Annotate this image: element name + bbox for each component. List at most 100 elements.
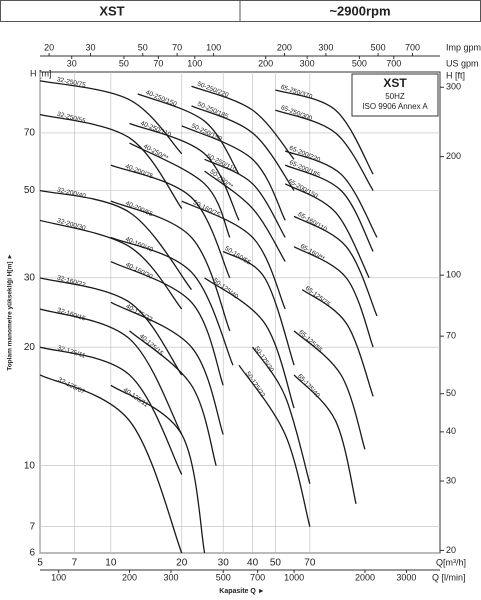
pump-curve — [293, 330, 366, 450]
pump-curve — [301, 289, 374, 397]
legend-box — [351, 73, 439, 117]
x-tick-label: 40 — [247, 558, 259, 569]
x-tick-label: 20 — [176, 558, 188, 569]
lmin-tick-label: 3000 — [396, 572, 416, 582]
legend-title: XST — [383, 76, 407, 90]
curve-label: 40-250/110 — [139, 120, 172, 139]
pump-curve — [129, 330, 217, 466]
curve-label: 40-250/** — [142, 143, 170, 162]
pump-curve — [110, 301, 224, 435]
pump-curve — [39, 113, 183, 209]
pump-curve — [110, 164, 231, 279]
us-tick-label: 50 — [119, 58, 129, 68]
pump-curve — [129, 142, 231, 238]
us-tick-label: 300 — [300, 58, 315, 68]
curve-label: 40-125/22 — [124, 303, 153, 324]
pump-curve — [204, 158, 286, 238]
y2-tick-label: 100 — [446, 270, 461, 280]
pump-curve — [191, 85, 295, 160]
us-tick-label: 70 — [153, 58, 163, 68]
y2-axis-label: H [ft] — [446, 70, 465, 80]
lmin-tick-label: 2000 — [355, 572, 375, 582]
imp-tick-label: 200 — [277, 42, 292, 52]
legend-frequency: 50HZ — [385, 92, 405, 101]
curve-label: 40-200/75 — [124, 163, 154, 181]
lmin-tick-label: 200 — [122, 572, 137, 582]
pump-curve — [252, 346, 311, 484]
y-tick-label: 30 — [24, 272, 36, 283]
curve-label: 50-250/185 — [196, 101, 229, 121]
curve-label: 50-160/55 — [223, 245, 252, 267]
pump-curve — [39, 346, 183, 475]
curve-label: 65-160/** — [299, 243, 326, 263]
imp-axis-label: Imp gpm — [446, 42, 481, 52]
curve-label: 32-160/22 — [56, 274, 86, 289]
pump-curve — [275, 109, 374, 191]
x-tick-label: 30 — [218, 558, 230, 569]
pump-curve — [110, 384, 206, 554]
curve-label: 32-200/40 — [56, 186, 86, 200]
x-tick-label: 50 — [270, 558, 282, 569]
imp-tick-label: 100 — [206, 42, 221, 52]
pump-curve — [191, 105, 295, 191]
plot-frame — [39, 71, 441, 554]
y-axis-title: Toplam manometre yüksekliği H[m] ► — [7, 253, 14, 371]
x-tick-label: 70 — [304, 558, 316, 569]
imp-tick-label: 50 — [138, 42, 148, 52]
imp-tick-label: 70 — [172, 42, 182, 52]
pump-curve — [137, 93, 240, 175]
pump-curve — [181, 200, 286, 310]
imp-tick-label: 30 — [86, 42, 96, 52]
pump-curve — [110, 200, 231, 332]
lmin-tick-label: 1000 — [284, 572, 304, 582]
x-tick-label: 10 — [105, 558, 117, 569]
pump-curve — [204, 170, 286, 262]
curve-label: 32-250/55 — [56, 111, 86, 125]
pump-curve — [293, 215, 378, 317]
lmin-tick-label: 300 — [163, 572, 178, 582]
pump-curve — [39, 374, 183, 554]
y-tick-label: 70 — [24, 128, 36, 139]
imp-tick-label: 300 — [318, 42, 333, 52]
curve-label: 40-160/40 — [124, 236, 154, 254]
x-axis-title: Kapasite Q ► — [219, 588, 264, 595]
y2-tick-label: 30 — [446, 475, 456, 485]
curve-label: 65-125/40 — [296, 373, 321, 400]
imp-tick-label: 700 — [405, 42, 420, 52]
y2-tick-label: 200 — [446, 151, 461, 161]
y-tick-label: 50 — [24, 185, 36, 196]
y2-tick-label: 20 — [446, 545, 456, 555]
curve-label: 32-250/75 — [56, 76, 86, 89]
y2-tick-label: 40 — [446, 426, 456, 436]
pump-curve — [284, 164, 374, 252]
y-tick-label: 10 — [24, 460, 36, 471]
curve-label: 32-125/07 — [57, 376, 87, 396]
y-axis-label: H [m] — [30, 68, 52, 78]
pump-curve — [39, 219, 183, 310]
curve-label: 50-125/22 — [244, 370, 266, 399]
legend-standard: ISO 9906 Annex A — [362, 102, 428, 111]
us-tick-label: 200 — [258, 58, 273, 68]
y2-tick-label: 70 — [446, 331, 456, 341]
curve-label: 40-125/11 — [122, 387, 150, 409]
imp-tick-label: 500 — [371, 42, 386, 52]
y-tick-label: 7 — [29, 521, 35, 532]
pump-curve — [110, 260, 224, 386]
imp-tick-label: 20 — [44, 42, 54, 52]
curve-label: 40-200/55 — [124, 200, 154, 219]
us-axis-label: US gpm — [446, 58, 479, 68]
y2-tick-label: 300 — [446, 82, 461, 92]
pump-curve — [284, 150, 378, 238]
curve-label: 65-125/75 — [304, 285, 332, 309]
us-tick-label: 700 — [386, 58, 401, 68]
curve-label: 32-125/11 — [56, 344, 86, 359]
us-tick-label: 500 — [352, 58, 367, 68]
curve-label: 40-250/150 — [144, 89, 177, 108]
pump-curve — [39, 277, 183, 376]
pump-curve — [222, 250, 295, 366]
curve-label: 50-125/30 — [253, 345, 275, 374]
pump-curve — [39, 308, 183, 435]
pump-curve — [204, 277, 295, 409]
pump-curve — [275, 89, 374, 175]
